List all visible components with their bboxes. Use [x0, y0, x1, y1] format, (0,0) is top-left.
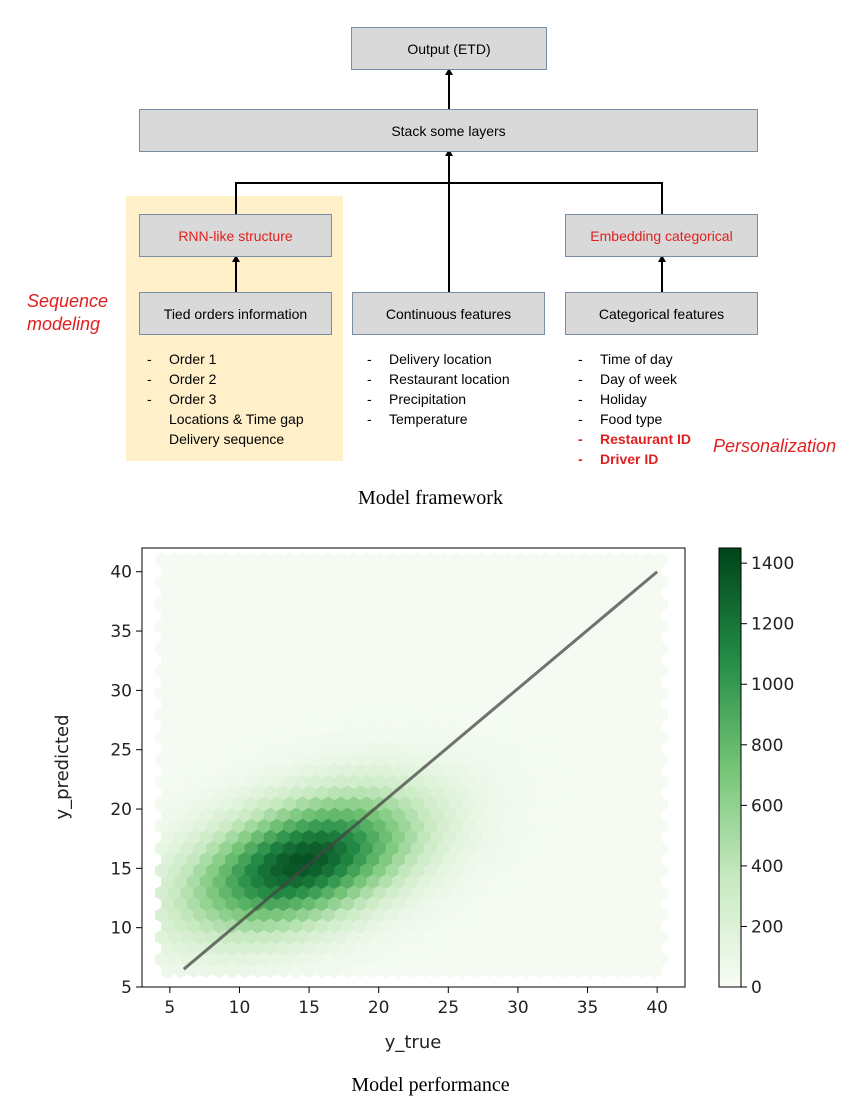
colorbar-tick-label: 1000 — [751, 675, 794, 695]
plot-frame — [141, 547, 686, 988]
list-item: - Precipitation — [367, 391, 467, 407]
list-item-highlight: - Restaurant ID — [578, 431, 692, 447]
list-item-text: Restaurant ID — [600, 431, 692, 447]
tied-orders-list: - Order 1 - Order 2 - Order 3 Locations & T… — [147, 349, 304, 449]
colorbar-tick-label: 1200 — [751, 615, 794, 635]
output-box: Output (ETD) — [351, 27, 547, 70]
connector-horizontal — [235, 182, 663, 184]
arrow-to-output-icon — [445, 68, 453, 75]
sequence-label-line2: modeling — [27, 314, 101, 334]
hexbin-cell — [648, 962, 662, 979]
y-axis-label: y_predicted — [52, 714, 73, 819]
list-item: - Delivery location — [367, 351, 492, 367]
x-tick-label: 10 — [229, 998, 251, 1018]
connector-cat-embed — [661, 258, 663, 292]
reference-line — [182, 570, 659, 971]
list-item: - Day of week — [578, 371, 678, 387]
list-item: - Order 1 — [147, 351, 217, 367]
list-item-highlight: - Driver ID — [578, 451, 659, 467]
list-subitem: Delivery sequence — [147, 429, 304, 449]
arrow-to-rnn-icon — [232, 255, 240, 262]
list-item: - Restaurant location — [367, 371, 510, 387]
connector-tied-rnn — [235, 258, 237, 292]
x-tick-label: 25 — [437, 998, 459, 1018]
list-item-text: Delivery sequence — [169, 431, 285, 447]
list-item-text: Temperature — [389, 411, 468, 427]
list-item-text: Order 1 — [169, 351, 217, 367]
connector-output-stack — [448, 72, 450, 110]
list-item-text: Precipitation — [389, 391, 467, 407]
categorical-features-box: Categorical features — [565, 292, 758, 335]
rnn-structure-box: RNN-like structure — [139, 214, 332, 257]
y-tick-label: 40 — [110, 563, 132, 583]
list-item-text: Day of week — [600, 371, 678, 387]
sequence-modeling-label: Sequence modeling — [27, 290, 108, 336]
colorbar-tick-label: 200 — [751, 917, 783, 937]
y-tick-label: 15 — [110, 859, 132, 879]
list-item: - Food type — [578, 411, 663, 427]
connector-stack-branch — [448, 152, 450, 292]
list-item: - Order 2 — [147, 371, 217, 387]
y-tick-label: 35 — [110, 622, 132, 642]
chart-caption: Model performance — [351, 1074, 510, 1096]
continuous-features-list: - Delivery location - Restaurant location … — [367, 349, 510, 429]
continuous-features-box: Continuous features — [352, 292, 545, 335]
list-item-text: Time of day — [600, 351, 673, 367]
list-item-text: Locations & Time gap — [169, 411, 304, 427]
diagram-caption: Model framework — [358, 487, 503, 509]
list-item: - Order 3 — [147, 391, 217, 407]
stack-layers-box: Stack some layers — [139, 109, 758, 152]
categorical-features-list: - Time of day - Day of week - Holiday - Food… — [578, 349, 691, 469]
embedding-categorical-box: Embedding categorical — [565, 214, 758, 257]
connector-left-drop — [235, 182, 237, 214]
colorbar-tick-label: 0 — [751, 978, 762, 998]
list-item: - Temperature — [367, 411, 468, 427]
list-item: - Time of day — [578, 351, 673, 367]
x-tick-label: 20 — [368, 998, 390, 1018]
list-item-text: Food type — [600, 411, 663, 427]
y-tick-label: 25 — [110, 741, 132, 761]
x-axis-label: y_true — [385, 1032, 442, 1053]
x-tick-label: 5 — [164, 998, 175, 1018]
colorbar-tick-label: 1400 — [751, 554, 794, 574]
colorbar-tick-label: 600 — [751, 796, 783, 816]
list-item-text: Order 3 — [169, 391, 217, 407]
arrow-to-embedding-icon — [658, 255, 666, 262]
tied-orders-box: Tied orders information — [139, 292, 332, 335]
colorbar-tick-label: 400 — [751, 857, 783, 877]
list-item: - Holiday — [578, 391, 647, 407]
personalization-label: Personalization — [713, 436, 837, 456]
sequence-label-line1: Sequence — [27, 291, 109, 311]
list-item-text: Order 2 — [169, 371, 217, 387]
list-item-text: Holiday — [600, 391, 647, 407]
x-tick-label: 15 — [298, 998, 320, 1018]
list-item-text: Driver ID — [600, 451, 659, 467]
performance-chart: 5 10 15 20 25 30 35 40 5 10 15 20 25 30 35 40 y_true y… — [52, 547, 794, 1053]
colorbar-tick-label: 800 — [751, 736, 783, 756]
x-tick-label: 40 — [646, 998, 668, 1018]
x-tick-label: 35 — [577, 998, 599, 1018]
connector-right-drop — [661, 182, 663, 214]
list-item-text: Delivery location — [389, 351, 492, 367]
y-tick-label: 20 — [110, 800, 132, 820]
list-item-text: Restaurant location — [389, 371, 510, 387]
y-tick-label: 10 — [110, 919, 132, 939]
y-tick-label: 5 — [121, 978, 132, 998]
arrow-to-stack-icon — [445, 149, 453, 156]
y-tick-label: 30 — [110, 681, 132, 701]
x-tick-label: 30 — [507, 998, 529, 1018]
colorbar — [718, 547, 742, 988]
list-subitem: Locations & Time gap — [147, 409, 304, 429]
